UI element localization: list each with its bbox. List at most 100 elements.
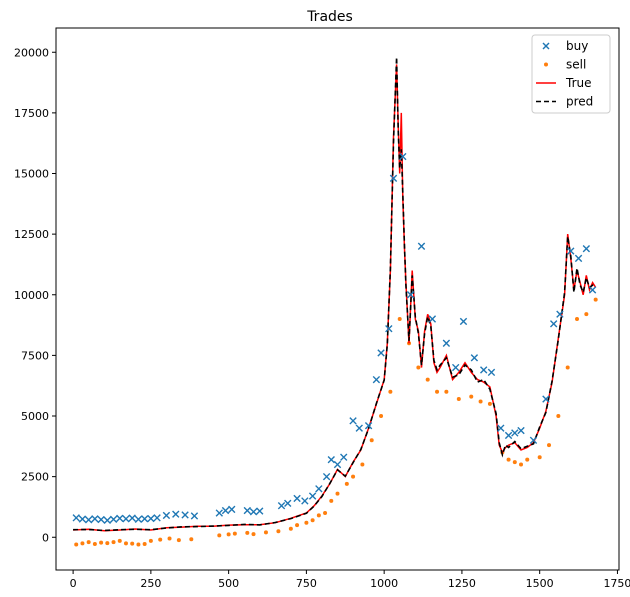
pred-series-line xyxy=(73,57,596,532)
sell-point xyxy=(379,414,384,419)
legend-label: pred xyxy=(566,95,593,109)
legend-label: True xyxy=(565,76,592,90)
buy-point xyxy=(322,472,331,481)
buy-point xyxy=(372,375,381,384)
sell-point xyxy=(360,462,365,467)
buy-point xyxy=(190,512,199,520)
sell-point xyxy=(335,491,340,496)
buy-point xyxy=(97,515,105,524)
buy-point xyxy=(84,516,93,524)
sell-point xyxy=(295,523,300,528)
true-series-line xyxy=(73,64,597,532)
buy-point xyxy=(417,242,426,250)
sell-point xyxy=(80,541,85,546)
sell-point xyxy=(123,541,128,546)
sell-point xyxy=(388,389,393,394)
sell-point xyxy=(537,455,542,460)
y-tick-label: 2500 xyxy=(21,471,49,484)
y-tick-label: 17500 xyxy=(14,107,49,120)
buy-point xyxy=(511,429,519,437)
buy-point xyxy=(181,511,189,519)
buy-point xyxy=(487,368,496,377)
buy-point xyxy=(497,424,505,432)
sell-point xyxy=(130,541,135,546)
sell-point xyxy=(226,532,231,537)
plot-frame xyxy=(55,27,620,571)
sell-point xyxy=(584,312,589,317)
y-tick-label: 0 xyxy=(42,531,49,544)
buy-point xyxy=(470,354,479,362)
sell-point xyxy=(556,414,561,419)
sell-point xyxy=(74,542,79,547)
buy-point xyxy=(333,460,342,469)
buy-point xyxy=(349,417,357,425)
buy-point xyxy=(134,515,143,524)
buy-point xyxy=(301,497,309,505)
x-tick-label: 500 xyxy=(218,577,239,590)
sell-point xyxy=(232,531,237,536)
buy-point xyxy=(140,515,149,523)
sell-point xyxy=(369,438,374,443)
buy-point xyxy=(529,436,538,444)
buy-point xyxy=(355,424,363,432)
y-tick-label: 20000 xyxy=(14,46,49,59)
buy-point xyxy=(567,247,575,255)
buy-point xyxy=(78,515,87,523)
sell-point xyxy=(416,365,421,370)
sell-point xyxy=(310,518,315,523)
buy-point xyxy=(389,174,398,183)
sell-point xyxy=(86,540,91,545)
sell-point xyxy=(519,462,524,467)
sell-point xyxy=(304,520,309,525)
sell-point xyxy=(105,541,110,546)
buy-point xyxy=(517,426,525,435)
buy-point xyxy=(574,254,583,263)
sell-point xyxy=(92,542,97,547)
sell-point xyxy=(575,317,580,322)
y-tick-label: 12500 xyxy=(14,228,49,241)
buy-point xyxy=(406,291,415,299)
y-tick-label: 7500 xyxy=(21,349,49,362)
legend-box xyxy=(531,34,611,114)
sell-point xyxy=(111,540,116,545)
buy-point xyxy=(364,422,373,430)
sell-point xyxy=(142,542,147,547)
sell-point xyxy=(397,317,402,322)
buy-point xyxy=(340,453,348,461)
buy-point xyxy=(588,286,597,294)
buy-point xyxy=(109,515,118,524)
sell-point xyxy=(263,530,268,535)
y-tick-label: 10000 xyxy=(14,289,49,302)
buy-point xyxy=(284,499,292,508)
sell-point xyxy=(251,532,256,537)
sell-point xyxy=(158,537,163,542)
buy-point xyxy=(277,502,286,510)
legend-item-pred: pred xyxy=(536,95,593,109)
buy-point xyxy=(428,315,437,323)
sell-point xyxy=(189,537,194,542)
buy-point xyxy=(327,455,335,464)
buy-point xyxy=(128,514,136,522)
buy-point xyxy=(308,492,317,500)
buy-point xyxy=(243,506,251,515)
buy-point xyxy=(72,514,80,522)
x-tick-label: 1000 xyxy=(370,577,398,590)
buy-point xyxy=(228,505,236,514)
chart-title: Trades xyxy=(306,9,353,25)
buy-point xyxy=(153,514,161,522)
buy-point xyxy=(556,310,564,318)
sell-point xyxy=(456,397,461,402)
buy-point xyxy=(116,514,124,523)
buy-point xyxy=(442,339,451,347)
buy-point xyxy=(249,508,258,516)
y-tick-label: 5000 xyxy=(21,410,49,423)
buy-point xyxy=(377,349,385,357)
legend-item-true: True xyxy=(536,76,592,90)
sell-point xyxy=(593,297,598,302)
sell-point xyxy=(176,538,181,543)
sell-point xyxy=(217,533,222,538)
sell-point xyxy=(425,377,430,382)
y-axis: 0 2500 5000 7500 10000 12500 15000 17500 20000 xyxy=(14,46,56,544)
sell-point xyxy=(525,457,530,462)
